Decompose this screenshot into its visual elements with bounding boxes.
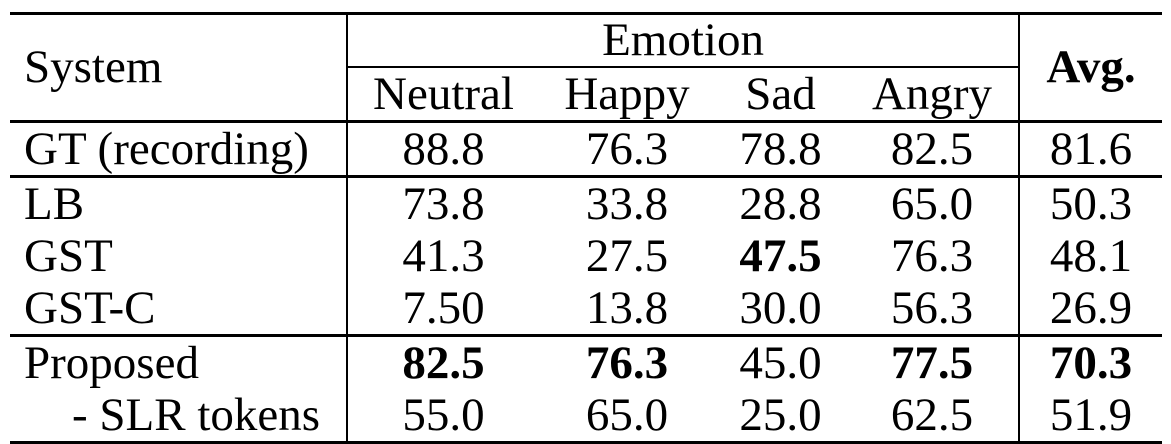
column-header-neutral: Neutral [346,67,539,123]
column-header-system: System [10,13,347,123]
value-cell-sad: 30.0 [715,282,846,337]
column-header-happy: Happy [539,67,715,123]
value-cell-avg: 26.9 [1018,282,1163,337]
system-name-cell: LB [24,178,85,230]
value-cell-angry: 56.3 [846,282,1020,337]
value-cell-sad: 45.0 [739,337,822,389]
value-cell-neutral: 88.8 [346,121,539,178]
value-cell-avg: 51.9 [1018,389,1163,443]
value-cell-neutral: 55.0 [346,389,539,443]
table-row-gst: GST 41.3 27.5 47.5 76.3 48.1 [10,230,1163,282]
table-row-gst-c: GST-C 7.50 13.8 30.0 56.3 26.9 [10,282,1163,337]
value-cell-sad: 47.5 [739,230,822,282]
system-name-cell: GST-C [10,282,347,337]
value-cell-happy: 33.8 [585,178,669,230]
value-cell-avg: 48.1 [1018,230,1163,282]
table-row-lb: LB 73.8 33.8 28.8 65.0 50.3 [10,176,1163,230]
value-cell-neutral: 7.50 [346,282,539,337]
value-cell-angry: 62.5 [890,389,974,441]
system-name-cell: - SLR tokens [72,389,321,441]
value-cell-sad: 78.8 [715,121,846,178]
value-cell-avg: 70.3 [1018,335,1163,389]
column-group-header-emotion: Emotion [345,13,1020,68]
table-row-gt-recording: GT (recording) 88.8 76.3 78.8 82.5 81.6 [10,121,1163,178]
table-header-row-2: Neutral Happy Sad Angry [10,67,1162,123]
value-cell-angry: 82.5 [846,121,1020,178]
value-cell-happy: 13.8 [539,282,715,337]
value-cell-avg: 50.3 [1018,176,1163,230]
value-cell-sad: 25.0 [739,389,822,441]
system-name-cell: GST [24,230,113,282]
value-cell-neutral: 73.8 [346,176,539,230]
column-header-sad: Sad [715,67,846,123]
emotion-results-table: System Emotion Avg. Neutral Happy Sad An… [10,12,1163,444]
column-header-angry: Angry [846,67,1020,123]
table-header-row-1: System Emotion Avg. [10,13,1163,123]
value-cell-angry: 76.3 [890,230,974,282]
table-row-proposed: Proposed 82.5 76.3 45.0 77.5 70.3 [10,335,1163,389]
value-cell-neutral: 82.5 [346,335,539,389]
value-cell-happy: 76.3 [539,121,715,178]
value-cell-angry: 77.5 [890,337,974,389]
value-cell-neutral: 41.3 [346,230,539,282]
value-cell-avg: 81.6 [1018,121,1163,178]
table-row-minus-slr-tokens: - SLR tokens 55.0 65.0 25.0 62.5 51.9 [10,389,1163,443]
value-cell-happy: 76.3 [585,337,669,389]
value-cell-angry: 65.0 [890,178,974,230]
value-cell-happy: 27.5 [585,230,669,282]
system-name-cell: GT (recording) [10,121,347,178]
column-header-avg: Avg. [1018,13,1163,123]
value-cell-happy: 65.0 [585,389,669,441]
value-cell-sad: 28.8 [739,178,822,230]
results-table-container: System Emotion Avg. Neutral Happy Sad An… [10,12,1163,444]
system-name-cell: Proposed [24,337,199,389]
